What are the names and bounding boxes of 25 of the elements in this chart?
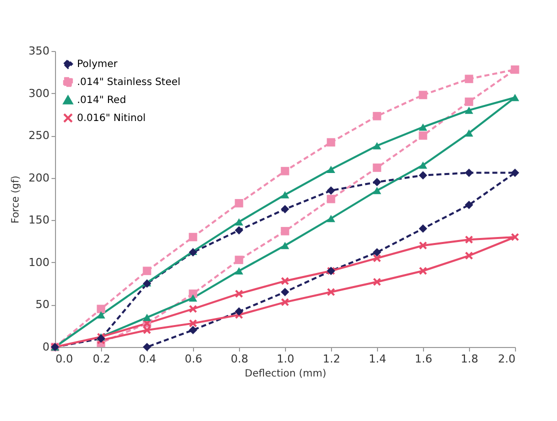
y-tick-label: 50 [36, 298, 50, 312]
y-tick-label: 200 [28, 171, 50, 184]
legend-label: .014" Red [77, 95, 126, 106]
y-axis-title: Force (gf) [10, 175, 22, 224]
x-axis-title: Deflection (mm) [244, 368, 326, 380]
x-tick-label: 0.6 [184, 352, 202, 366]
y-tick-label: 250 [28, 129, 50, 142]
y-tick-label: 350 [28, 44, 50, 58]
y-tick-label: 0 [42, 340, 50, 354]
x-tick-label: 1.6 [414, 352, 432, 366]
y-tick-label: 150 [28, 214, 50, 227]
x-tick-label: 0.8 [230, 352, 248, 366]
y-tick-label: 100 [28, 256, 50, 269]
x-tick-label: 0.0 [56, 352, 73, 366]
legend-label: 0.016" Nitinol [77, 113, 146, 124]
x-tick-label: 2.0 [498, 352, 516, 366]
y-tick-label: 300 [28, 86, 50, 100]
legend-label: Polymer [77, 59, 118, 70]
x-tick-label: 1.2 [322, 352, 340, 366]
x-tick-label: 0.2 [92, 352, 110, 366]
x-tick-label: 1.8 [460, 352, 478, 366]
x-tick-label: 0.4 [138, 352, 156, 366]
x-tick-label: 1.0 [276, 352, 294, 366]
legend-label: .014" Stainless Steel [77, 77, 180, 88]
x-tick-label: 1.4 [368, 352, 386, 366]
